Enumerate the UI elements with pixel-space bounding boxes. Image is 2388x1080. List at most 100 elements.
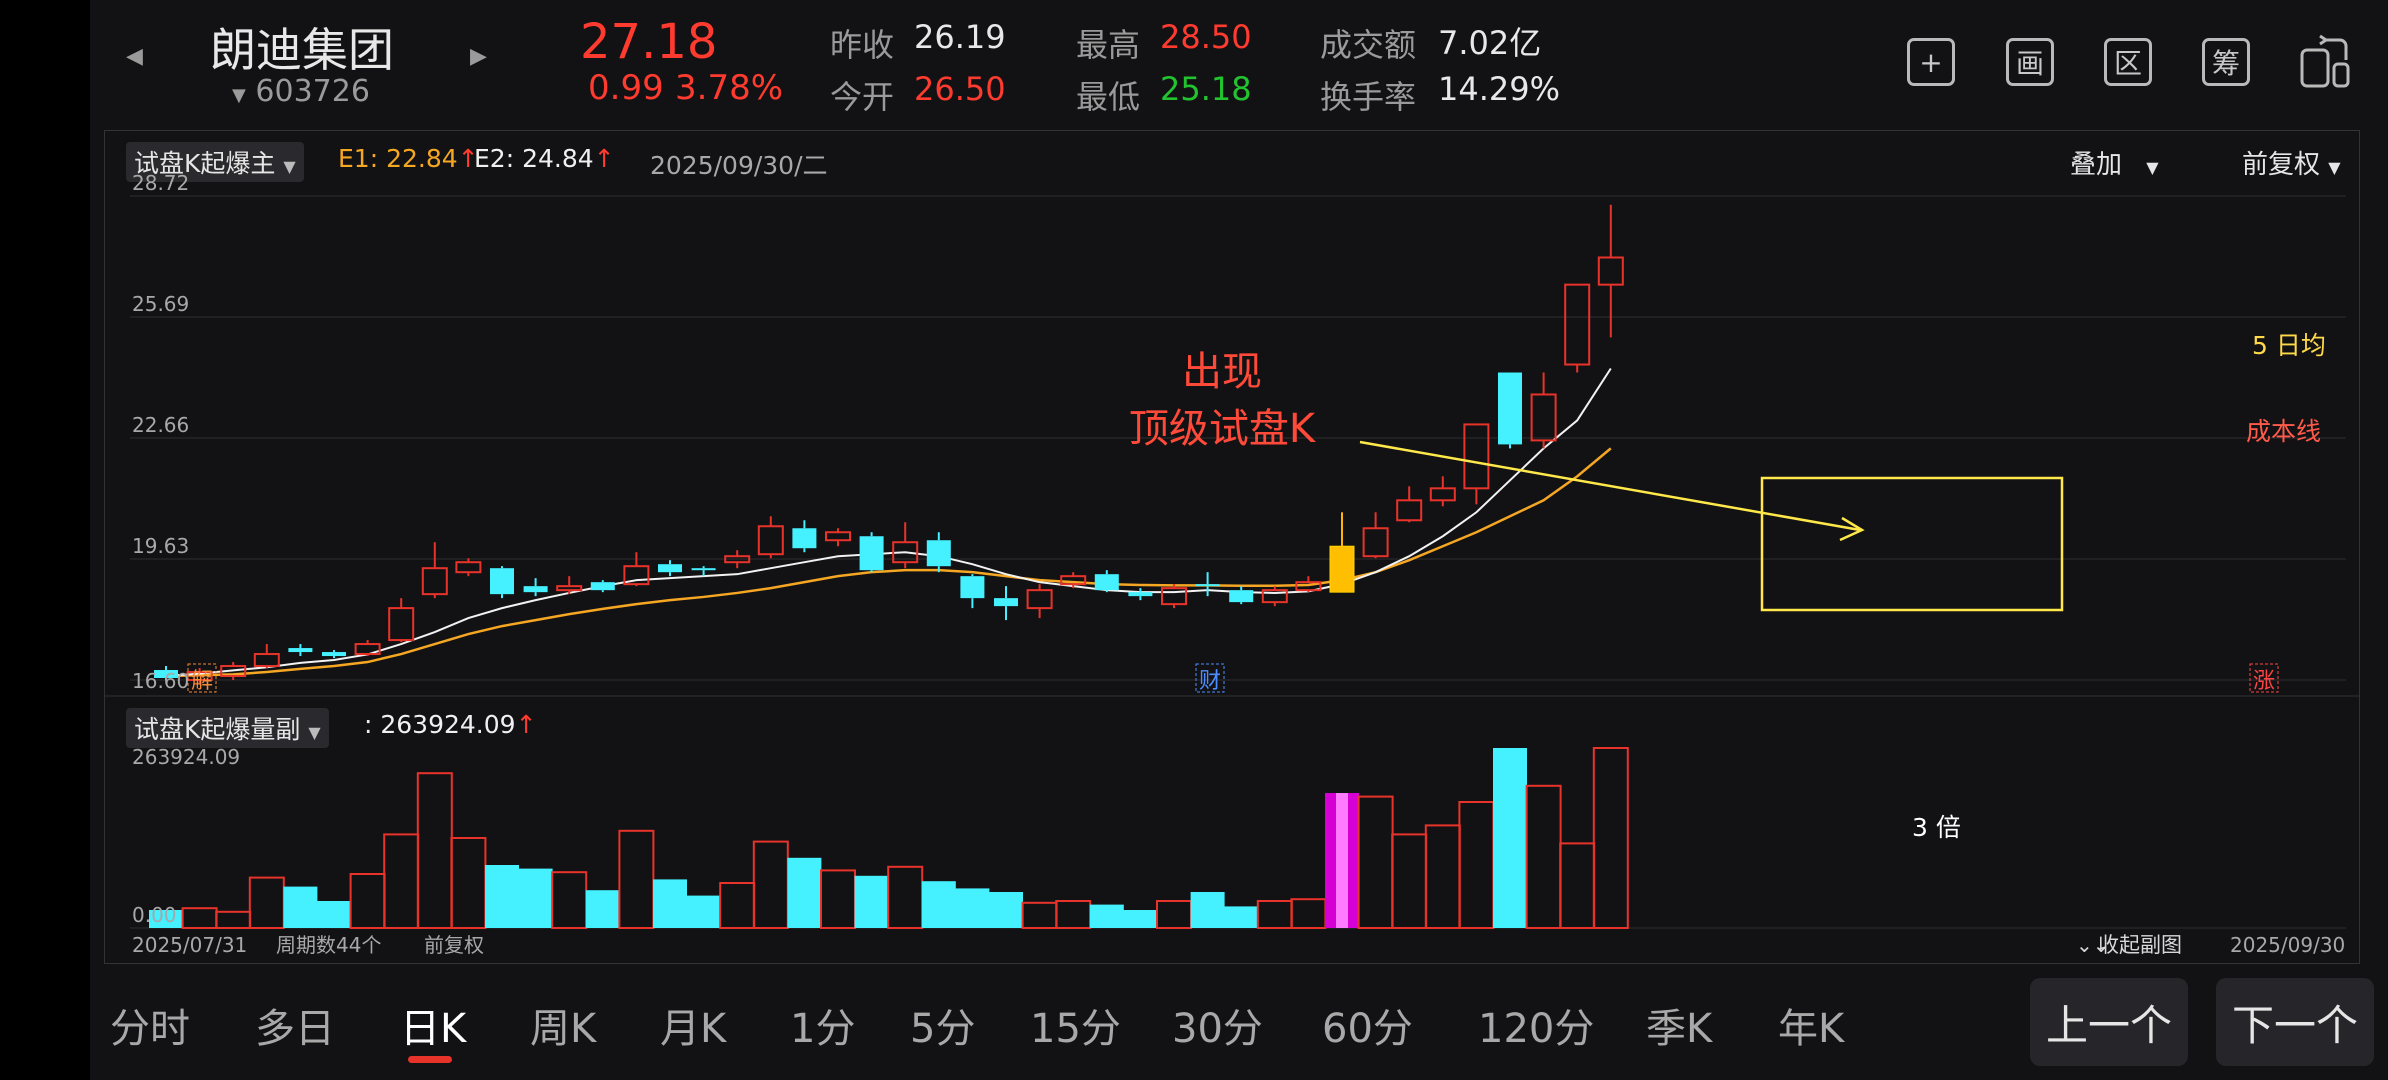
svg-text:涨: 涨 [2253,669,2275,694]
draw-tool-icon[interactable]: 画 [2006,38,2054,86]
volume-bar [1424,824,1461,930]
chevron-down-icon: ▼ [232,85,246,106]
candle [994,586,1018,621]
tab-period[interactable]: 60分 [1322,1006,1413,1052]
amount-label: 成交额 [1320,26,1417,64]
volume-bar [1123,910,1158,928]
highlight-box [1760,476,2064,612]
limit-up-marker[interactable]: 涨 [2249,663,2279,694]
volume-bar [1391,833,1428,930]
volume-annotation: 3 倍 [1912,813,1961,842]
tab-period[interactable]: 月K [660,1006,727,1052]
tab-period[interactable]: 年K [1778,1006,1845,1052]
candle [556,576,583,595]
stock-name: 朗迪集团 [210,23,394,77]
ma5-line [165,367,1612,678]
current-price: 27.18 [580,14,718,70]
volume-bar [719,882,756,929]
candle [623,552,650,587]
candle [859,532,884,573]
start-date: 2025/07/31 [132,933,247,957]
candle [186,668,213,684]
chevron-down-icon: ▼ [2328,158,2341,177]
main-indicator-name: 试盘K起爆主 [134,149,276,178]
high-label: 最高 [1076,26,1141,64]
tab-period[interactable]: 1分 [790,1006,856,1052]
volume-bar [1592,747,1629,929]
tab-period[interactable]: 日K [400,1006,467,1052]
svg-text:收起副图: 收起副图 [2098,933,2182,957]
volume-indicator-selector[interactable]: 试盘K起爆量副 ▼ [126,708,329,748]
arrow-up-icon: ↑ [457,144,479,173]
volume-bar [787,857,822,928]
interval-stats-icon[interactable]: 区 [2104,38,2152,86]
amount-value: 7.02亿 [1438,24,1542,62]
next-stock-button[interactable]: 下一个 [2216,978,2374,1066]
e1-value: E1: 22.84↑ [338,144,479,173]
ma5-label: 5 日均 [2252,331,2326,360]
tab-period[interactable]: 季K [1646,1006,1713,1052]
candle [220,662,247,680]
tab-period[interactable]: 周K [530,1006,597,1052]
rotate-screen-icon[interactable] [2296,34,2352,90]
svg-text:财: 财 [1199,669,1221,694]
candle [1161,584,1187,609]
turnover-label: 换手率 [1320,78,1417,116]
unlock-marker[interactable]: 解 [187,663,217,694]
candle [1498,372,1522,449]
tab-period[interactable]: 30分 [1172,1006,1263,1052]
candle [1597,204,1624,338]
e2-value: E2: 24.84↑ [474,144,615,173]
candle [1128,588,1153,601]
volume-max-label: 263924.09 [132,745,240,769]
arrow-head-icon [1839,516,1865,542]
tab-period[interactable]: 分时 [110,1006,190,1052]
volume-bar [283,886,318,928]
candle [1362,512,1389,559]
next-stock-arrow[interactable]: ▶ [470,44,487,69]
volume-bar [416,772,453,930]
candle [825,528,851,547]
volume-bar [1525,784,1562,929]
tab-period[interactable]: 5分 [910,1006,976,1052]
kline-chart[interactable]: 28.72 25.69 22.66 19.63 16.60 解 财 涨 263924.09 0.0… [90,0,2388,980]
add-watchlist-icon[interactable]: + [1907,38,1955,86]
stock-code-dropdown[interactable]: ▼ 603726 [232,74,370,109]
candle [1261,586,1288,607]
tab-period[interactable]: 多日 [255,1006,335,1052]
chip-distribution-icon[interactable]: 筹 [2202,38,2250,86]
candle [1060,572,1087,589]
main-chart-panel[interactable] [104,130,2360,964]
prev-stock-arrow[interactable]: ◀ [126,44,143,69]
annotation-line1: 出现 [1182,349,1262,395]
candle [1564,283,1591,373]
main-indicator-selector[interactable]: 试盘K起爆主 ▼ [126,142,304,182]
arrow-up-icon: ↑ [515,710,537,739]
end-date: 2025/09/30 [2230,933,2345,957]
y-tick-label: 16.60 [132,669,189,693]
adjust-dropdown[interactable]: 前复权 ▼ [2242,150,2341,180]
candle [1429,476,1456,507]
prev-close-value: 26.19 [914,18,1006,56]
chart-date: 2025/09/30/二 [650,151,828,180]
overlay-dropdown[interactable]: 叠加 ▼ [2070,150,2159,180]
candle [154,666,178,680]
collapse-subchart-button[interactable]: ⌄⌄ 收起副图 [2076,933,2182,957]
candle [1329,512,1355,593]
volume-bar [989,892,1023,928]
volume-bar [1290,898,1327,930]
tab-period[interactable]: 15分 [1030,1006,1121,1052]
prev-stock-button[interactable]: 上一个 [2030,978,2188,1066]
open-value: 26.50 [914,70,1006,108]
volume-bar [921,881,956,928]
volume-bar [1493,748,1527,928]
tab-period[interactable]: 120分 [1478,1006,1595,1052]
finance-marker[interactable]: 财 [1195,663,1225,694]
volume-bar [887,865,924,929]
candle [322,650,346,659]
chevron-down-icon: ▼ [2146,158,2159,177]
volume-bar [383,833,420,930]
stock-code: 603726 [255,74,370,109]
candle [757,516,784,559]
volume-bar [1458,801,1495,929]
